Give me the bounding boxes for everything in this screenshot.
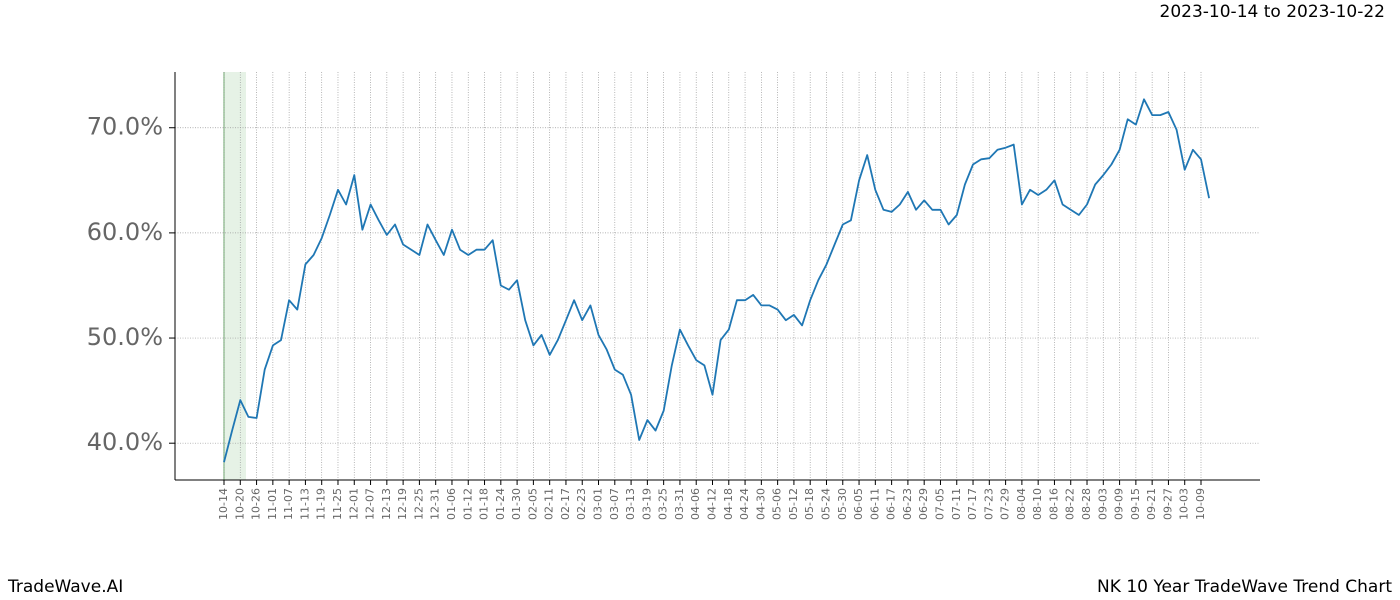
x-tick-label: 08-16 xyxy=(1047,488,1060,520)
x-tick-label: 05-12 xyxy=(787,488,800,520)
x-tick-label: 10-20 xyxy=(233,488,246,520)
x-tick-label: 02-11 xyxy=(543,488,556,520)
x-tick-label: 03-31 xyxy=(673,488,686,520)
x-tick-label: 05-30 xyxy=(836,488,849,520)
x-tick-label: 10-09 xyxy=(1194,488,1207,520)
x-tick-label: 09-09 xyxy=(1113,488,1126,520)
x-tick-label: 11-07 xyxy=(282,488,295,520)
x-tick-label: 08-10 xyxy=(1031,488,1044,520)
x-tick-label: 12-25 xyxy=(412,488,425,520)
x-tick-label: 09-03 xyxy=(1096,488,1109,520)
x-tick-label: 01-30 xyxy=(510,488,523,520)
x-tick-label: 03-07 xyxy=(608,488,621,520)
x-tick-label: 05-06 xyxy=(771,488,784,520)
x-tick-label: 03-19 xyxy=(640,488,653,520)
x-tick-label: 02-17 xyxy=(559,488,572,520)
x-tick-label: 03-01 xyxy=(592,488,605,520)
brand: TradeWave.AI xyxy=(7,577,123,597)
x-tick-label: 07-05 xyxy=(933,488,946,520)
x-tick-label: 12-07 xyxy=(364,488,377,520)
x-tick-label: 07-17 xyxy=(966,488,979,520)
x-tick-label: 09-27 xyxy=(1161,488,1174,520)
x-tick-label: 04-06 xyxy=(689,488,702,520)
x-tick-label: 10-26 xyxy=(250,488,263,520)
x-tick-label: 01-18 xyxy=(478,488,491,520)
x-tick-label: 06-11 xyxy=(868,488,881,520)
x-tick-label: 11-25 xyxy=(331,488,344,520)
y-tick-label: 40.0% xyxy=(87,428,163,456)
x-tick-label: 08-04 xyxy=(1015,488,1028,520)
x-tick-label: 09-15 xyxy=(1129,488,1142,520)
x-tick-label: 10-14 xyxy=(217,488,230,520)
x-tick-label: 08-28 xyxy=(1080,488,1093,520)
x-tick-label: 02-23 xyxy=(575,488,588,520)
y-tick-label: 50.0% xyxy=(87,323,163,351)
x-tick-label: 12-19 xyxy=(396,488,409,520)
x-tick-label: 04-30 xyxy=(754,488,767,520)
x-tick-label: 06-29 xyxy=(917,488,930,520)
x-tick-label: 03-25 xyxy=(657,488,670,520)
x-tick-label: 11-13 xyxy=(298,488,311,520)
x-tick-label: 12-31 xyxy=(429,488,442,520)
x-tick-label: 02-05 xyxy=(526,488,539,520)
x-tick-label: 03-13 xyxy=(624,488,637,520)
x-tick-label: 11-19 xyxy=(315,488,328,520)
x-tick-label: 07-11 xyxy=(950,488,963,520)
x-tick-label: 07-29 xyxy=(999,488,1012,520)
trend-line xyxy=(223,98,1210,463)
x-tick-label: 04-24 xyxy=(738,488,751,520)
y-tick-label: 70.0% xyxy=(87,113,163,141)
chart-title: NK 10 Year TradeWave Trend Chart xyxy=(1097,577,1392,597)
x-tick-label: 06-05 xyxy=(852,488,865,520)
x-tick-label: 01-06 xyxy=(445,488,458,520)
grid xyxy=(175,72,1260,480)
x-tick-label: 10-03 xyxy=(1178,488,1191,520)
x-tick-label: 11-01 xyxy=(266,488,279,520)
x-tick-label: 06-23 xyxy=(901,488,914,520)
x-tick-label: 06-17 xyxy=(885,488,898,520)
x-tick-label: 04-18 xyxy=(722,488,735,520)
x-tick-label: 05-24 xyxy=(819,488,832,520)
x-tick-label: 05-18 xyxy=(803,488,816,520)
y-tick-label: 60.0% xyxy=(87,218,163,246)
x-tick-label: 07-23 xyxy=(982,488,995,520)
x-tick-label: 09-21 xyxy=(1145,488,1158,520)
x-tick-label: 01-12 xyxy=(461,488,474,520)
x-tick-label: 12-13 xyxy=(380,488,393,520)
subtitle: 2023-10-14 to 2023-10-22 xyxy=(1160,2,1385,22)
x-tick-label: 12-01 xyxy=(347,488,360,520)
x-tick-label: 08-22 xyxy=(1064,488,1077,520)
x-tick-label: 04-12 xyxy=(706,488,719,520)
x-tick-label: 01-24 xyxy=(494,488,507,520)
